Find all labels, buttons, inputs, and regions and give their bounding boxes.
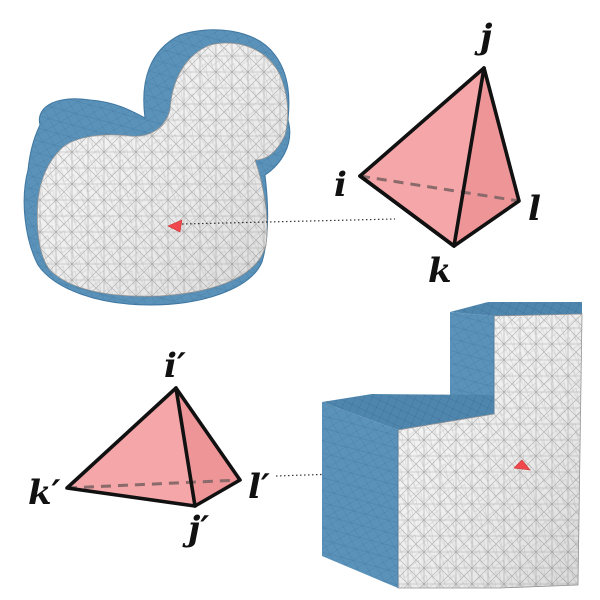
bottom-label-j: j′ bbox=[182, 509, 209, 549]
bottom-label-k: k′ bbox=[28, 473, 61, 513]
bottom-label-i: i′ bbox=[164, 346, 186, 386]
bottom-label-l: l′ bbox=[248, 467, 270, 507]
block-left-face bbox=[322, 402, 398, 588]
top-label-i: i bbox=[334, 165, 347, 205]
block-mesh-icon bbox=[322, 302, 583, 589]
top-label-l: l bbox=[528, 189, 541, 229]
bottom-tet-face-front bbox=[67, 388, 195, 506]
top-label-j: j bbox=[474, 17, 493, 57]
block-top-tower bbox=[450, 302, 582, 316]
top-label-k: k bbox=[428, 251, 452, 291]
bottom-tetrahedron: i′ k′ l′ j′ bbox=[28, 346, 270, 549]
block-tower-left-face bbox=[450, 312, 494, 398]
top-tet-face-right bbox=[454, 68, 519, 246]
duck-highlight-tet bbox=[167, 219, 183, 233]
block-highlight-tet bbox=[513, 459, 531, 471]
top-tetrahedron: j i l k bbox=[334, 17, 541, 291]
duck-mesh-icon bbox=[23, 29, 291, 306]
top-tet-face-front bbox=[360, 68, 484, 246]
